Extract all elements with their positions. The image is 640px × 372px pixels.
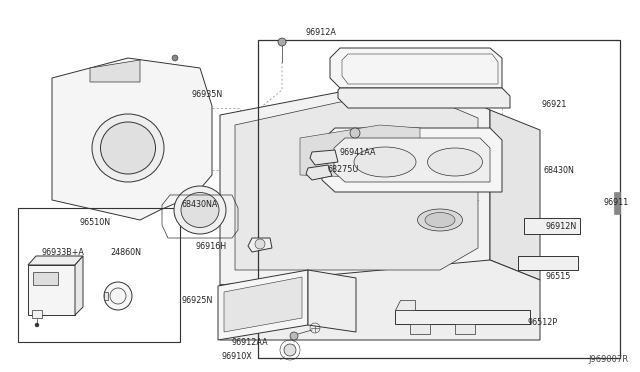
Polygon shape	[395, 310, 530, 324]
Polygon shape	[306, 165, 332, 180]
Polygon shape	[524, 218, 580, 234]
Polygon shape	[395, 300, 415, 310]
Circle shape	[255, 239, 265, 249]
Ellipse shape	[100, 122, 156, 174]
Text: 24860N: 24860N	[110, 248, 141, 257]
Polygon shape	[338, 88, 510, 108]
Polygon shape	[52, 58, 212, 220]
Circle shape	[35, 323, 39, 327]
Text: 96933B+A: 96933B+A	[42, 248, 85, 257]
Polygon shape	[248, 238, 272, 252]
Text: 96512P: 96512P	[527, 318, 557, 327]
Polygon shape	[300, 125, 420, 178]
Polygon shape	[410, 324, 430, 334]
Ellipse shape	[92, 114, 164, 182]
Text: J969007R: J969007R	[588, 355, 628, 364]
Polygon shape	[455, 324, 475, 334]
Polygon shape	[104, 292, 108, 300]
Polygon shape	[220, 260, 540, 340]
Circle shape	[278, 38, 286, 46]
Polygon shape	[32, 310, 42, 318]
Polygon shape	[90, 60, 140, 82]
Text: 96921: 96921	[542, 100, 568, 109]
Polygon shape	[308, 270, 356, 332]
Circle shape	[284, 344, 296, 356]
Circle shape	[172, 55, 178, 61]
Polygon shape	[235, 102, 478, 270]
Text: 96941AA: 96941AA	[340, 148, 376, 157]
Ellipse shape	[354, 147, 416, 177]
Text: 96911: 96911	[603, 198, 628, 207]
Polygon shape	[224, 277, 302, 332]
Polygon shape	[614, 192, 620, 214]
Ellipse shape	[428, 148, 483, 176]
Text: 96912N: 96912N	[545, 222, 576, 231]
Text: 96910X: 96910X	[222, 352, 253, 361]
Circle shape	[290, 332, 298, 340]
Polygon shape	[310, 150, 338, 165]
Ellipse shape	[174, 186, 226, 234]
Polygon shape	[330, 48, 502, 88]
Ellipse shape	[417, 209, 463, 231]
Polygon shape	[334, 138, 490, 182]
Circle shape	[350, 128, 360, 138]
Ellipse shape	[181, 192, 219, 228]
Text: 68430N: 68430N	[543, 166, 574, 175]
Polygon shape	[490, 110, 540, 280]
Polygon shape	[28, 256, 83, 265]
Circle shape	[104, 282, 132, 310]
Ellipse shape	[425, 212, 455, 228]
Text: 96515: 96515	[546, 272, 572, 281]
Text: 68430NA: 68430NA	[182, 200, 218, 209]
Text: 96935N: 96935N	[192, 90, 223, 99]
Text: 96912A: 96912A	[305, 28, 336, 37]
Polygon shape	[75, 256, 83, 315]
Polygon shape	[322, 128, 502, 192]
Text: 68275U: 68275U	[328, 165, 360, 174]
Text: 96925N: 96925N	[182, 296, 213, 305]
Text: 96510N: 96510N	[80, 218, 111, 227]
Text: 96916H: 96916H	[195, 242, 226, 251]
Polygon shape	[220, 90, 490, 285]
Polygon shape	[218, 270, 308, 340]
Polygon shape	[518, 256, 578, 270]
Text: 96912AA: 96912AA	[232, 338, 269, 347]
Polygon shape	[28, 265, 75, 315]
Polygon shape	[33, 272, 58, 285]
